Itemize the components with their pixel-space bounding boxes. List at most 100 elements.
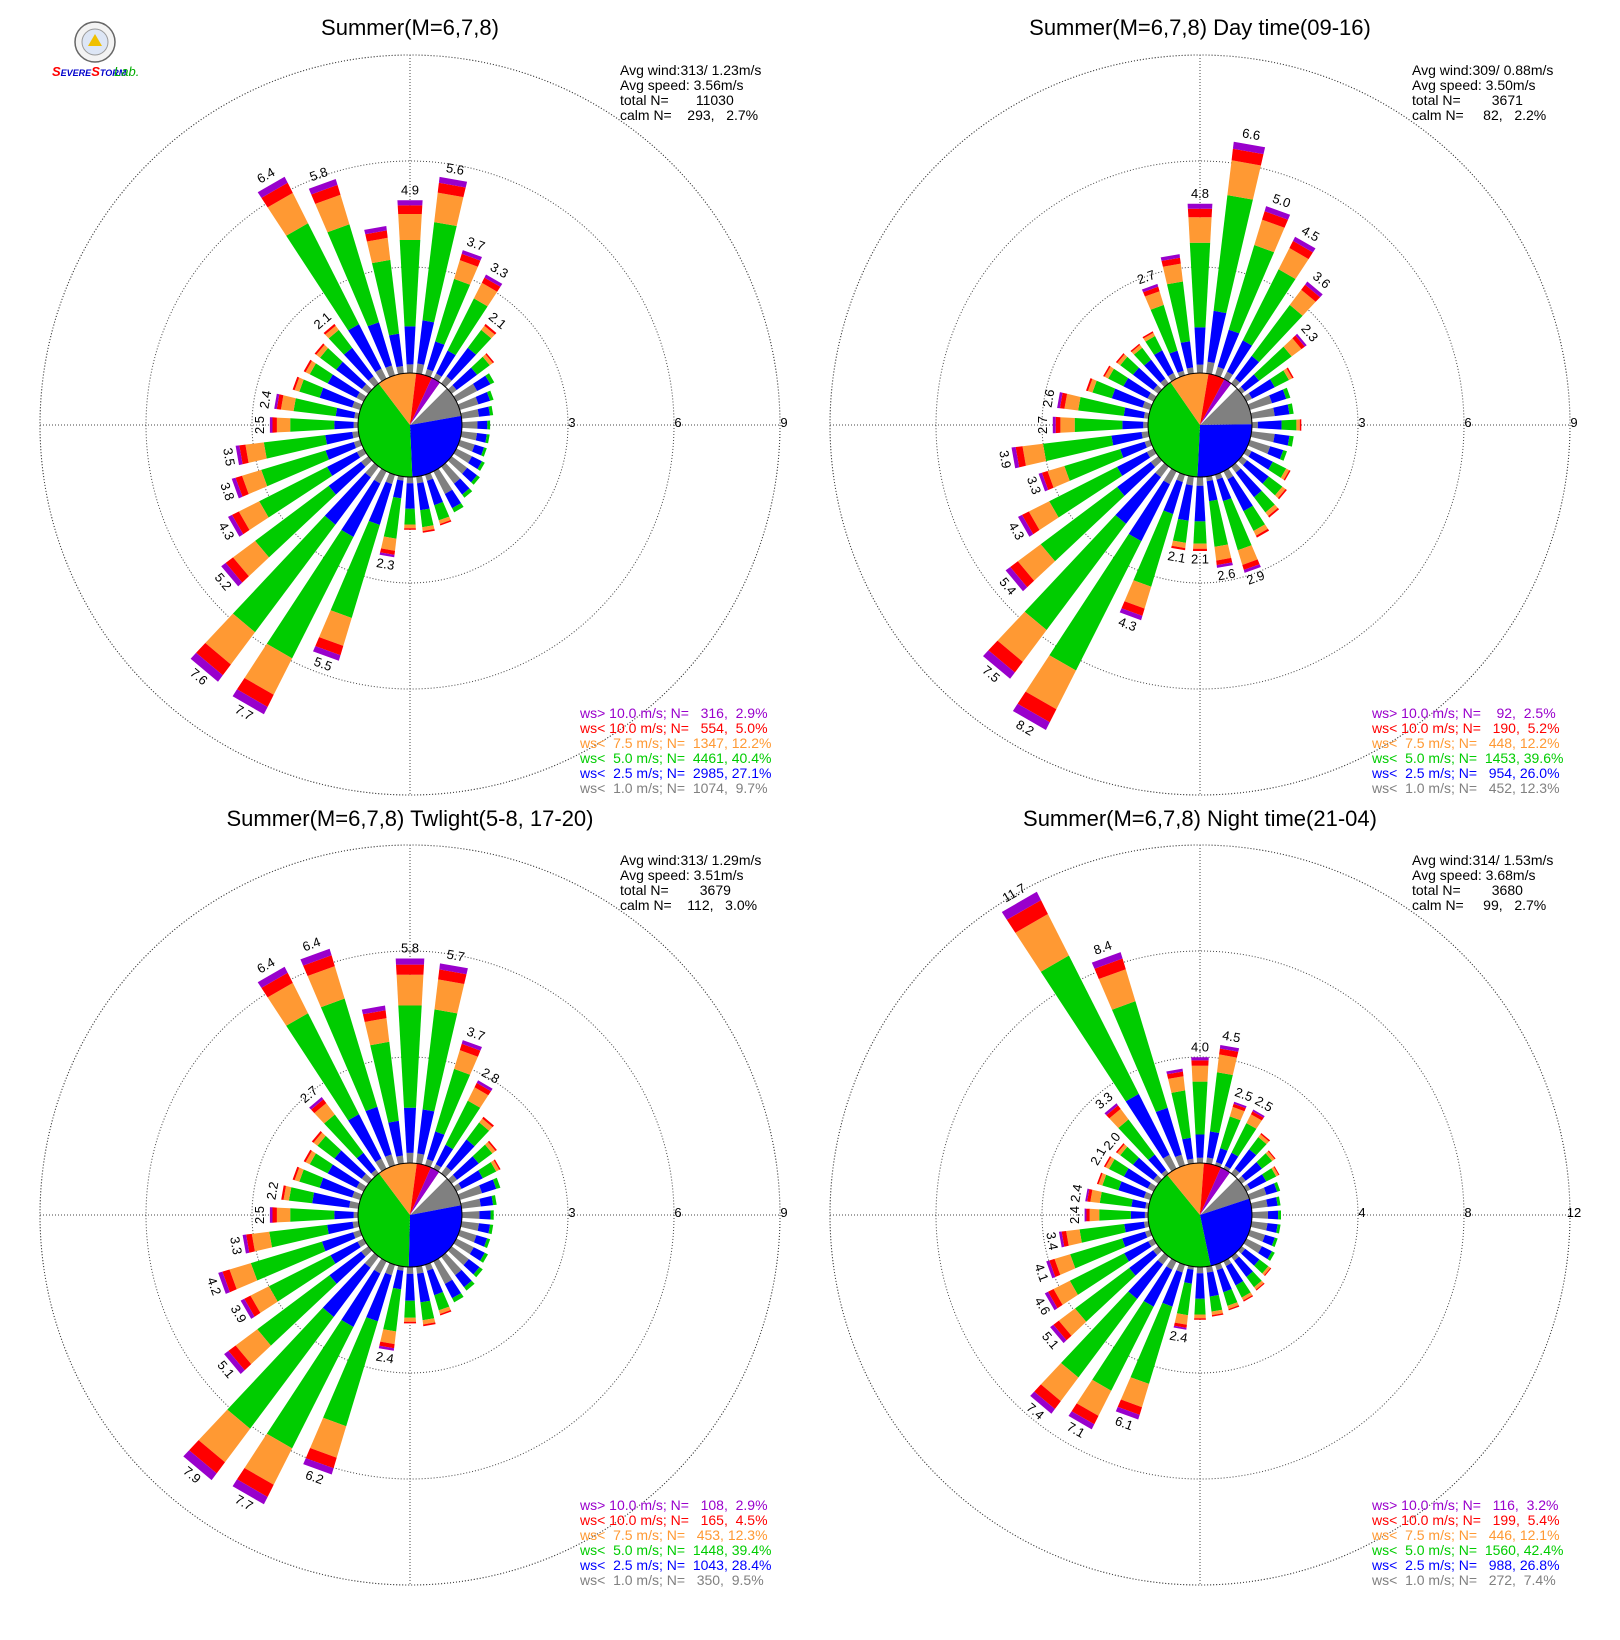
bar-segment xyxy=(1262,1234,1275,1246)
sector-bar-280 xyxy=(1085,1188,1150,1209)
bar-segment xyxy=(1193,548,1207,551)
bar-segment xyxy=(1109,1108,1129,1128)
bar-segment xyxy=(266,530,354,659)
bar-segment xyxy=(1162,1270,1183,1307)
bar-segment xyxy=(1186,475,1194,486)
stat-line: calm N= 99, 2.7% xyxy=(1412,897,1546,913)
bar-segment xyxy=(309,363,333,384)
bar-segment xyxy=(1206,1271,1219,1297)
sector-bar-110 xyxy=(457,1230,491,1248)
sector-bar-350 xyxy=(1160,254,1194,375)
bar-segment xyxy=(403,1321,417,1324)
bar-segment xyxy=(1166,1068,1183,1075)
bar-segment xyxy=(393,479,404,499)
bar-segment xyxy=(375,368,387,382)
bar-segment xyxy=(482,1116,494,1128)
bar-segment xyxy=(454,260,478,285)
bar-segment xyxy=(461,421,478,429)
bar-segment xyxy=(1022,443,1047,466)
bar-segment xyxy=(1251,304,1303,363)
bar-segment xyxy=(1064,449,1124,481)
bar-segment xyxy=(404,508,416,525)
bar-segment xyxy=(1189,242,1211,328)
sector-bar-350 xyxy=(361,1005,404,1165)
bar-segment xyxy=(1174,1313,1188,1325)
bar-label: 5.0 xyxy=(1271,191,1293,211)
bar-segment xyxy=(476,1080,493,1092)
legend-entry: ws< 2.5 m/s; N= 1043, 28.4% xyxy=(579,1557,771,1573)
stat-line: Avg speed: 3.51m/s xyxy=(620,867,743,883)
bar-segment xyxy=(1115,353,1125,364)
bar-segment xyxy=(480,1252,488,1263)
bar-segment xyxy=(452,503,464,513)
bar-segment xyxy=(438,176,468,188)
bar-segment xyxy=(365,230,388,242)
bar-segment xyxy=(485,373,495,385)
bar-segment xyxy=(1155,1107,1182,1157)
pie-outline xyxy=(1147,372,1253,478)
bar-segment xyxy=(1210,1072,1233,1133)
sector-bar-180 xyxy=(1193,476,1207,551)
bar-segment xyxy=(1144,1211,1149,1219)
bar-segment xyxy=(1216,1268,1232,1293)
bar-segment xyxy=(232,511,250,535)
bar-label: 4.9 xyxy=(401,182,419,197)
bar-segment xyxy=(1237,1246,1246,1254)
bar-segment xyxy=(239,444,249,465)
bar-segment xyxy=(380,1329,397,1345)
bar-segment xyxy=(1242,269,1296,346)
bar-segment xyxy=(1123,1168,1151,1189)
sector-bar-330 xyxy=(1001,891,1177,1172)
sector-bar-100 xyxy=(460,431,490,444)
bar-segment xyxy=(1247,1230,1266,1242)
sector-bar-180 xyxy=(404,476,416,530)
bar-segment xyxy=(368,481,393,525)
bar-segment xyxy=(406,476,414,484)
bar-segment xyxy=(464,1280,475,1291)
stat-line: calm N= 112, 3.0% xyxy=(620,897,757,913)
bar-segment xyxy=(1269,389,1287,404)
bar-segment xyxy=(434,502,450,521)
bar-label: 6.1 xyxy=(1113,1413,1135,1433)
bar-segment xyxy=(1267,1210,1279,1220)
bar-segment xyxy=(484,274,503,287)
bar-segment xyxy=(372,259,400,336)
bar-segment xyxy=(1286,367,1294,379)
pie-slice xyxy=(410,415,462,477)
sector-bar-190 xyxy=(379,475,404,558)
bar-segment xyxy=(1124,580,1152,609)
bar-segment xyxy=(183,1450,217,1481)
bar-segment xyxy=(198,1409,251,1463)
bar-segment xyxy=(488,405,494,416)
bar-segment xyxy=(1273,433,1290,446)
sector-bar-170 xyxy=(1206,1265,1224,1317)
bar-segment xyxy=(1192,1081,1208,1135)
bar-segment xyxy=(288,1187,314,1204)
bar-segment xyxy=(1242,460,1269,484)
sector-bar-350 xyxy=(1166,1068,1194,1165)
bar-segment xyxy=(1001,891,1041,920)
bar-segment xyxy=(1046,1260,1056,1279)
legend-entry: ws< 10.0 m/s; N= 199, 5.4% xyxy=(1371,1512,1560,1528)
bar-segment xyxy=(422,222,457,323)
bar-segment xyxy=(1112,1001,1168,1112)
bar-segment xyxy=(1216,557,1233,566)
bar-segment xyxy=(1133,510,1174,587)
bar-segment xyxy=(454,1050,478,1075)
stat-line: total N= 3680 xyxy=(1412,882,1523,898)
sector-bar-150 xyxy=(1223,468,1270,538)
bar-segment xyxy=(1143,421,1149,429)
bar-segment xyxy=(378,1345,395,1351)
sector-bar-200 xyxy=(313,472,395,661)
bar-segment xyxy=(983,650,1015,679)
bar-segment xyxy=(1237,386,1245,394)
bar-segment xyxy=(422,525,435,532)
bar-segment xyxy=(406,1266,414,1274)
bar-segment xyxy=(397,205,423,214)
bar-segment xyxy=(365,462,379,478)
ring-label: 3 xyxy=(568,1205,575,1220)
bar-segment xyxy=(1237,1175,1246,1184)
sector-bar-160 xyxy=(425,472,452,526)
bar-segment xyxy=(1188,217,1212,243)
bar-segment xyxy=(1243,1184,1251,1192)
